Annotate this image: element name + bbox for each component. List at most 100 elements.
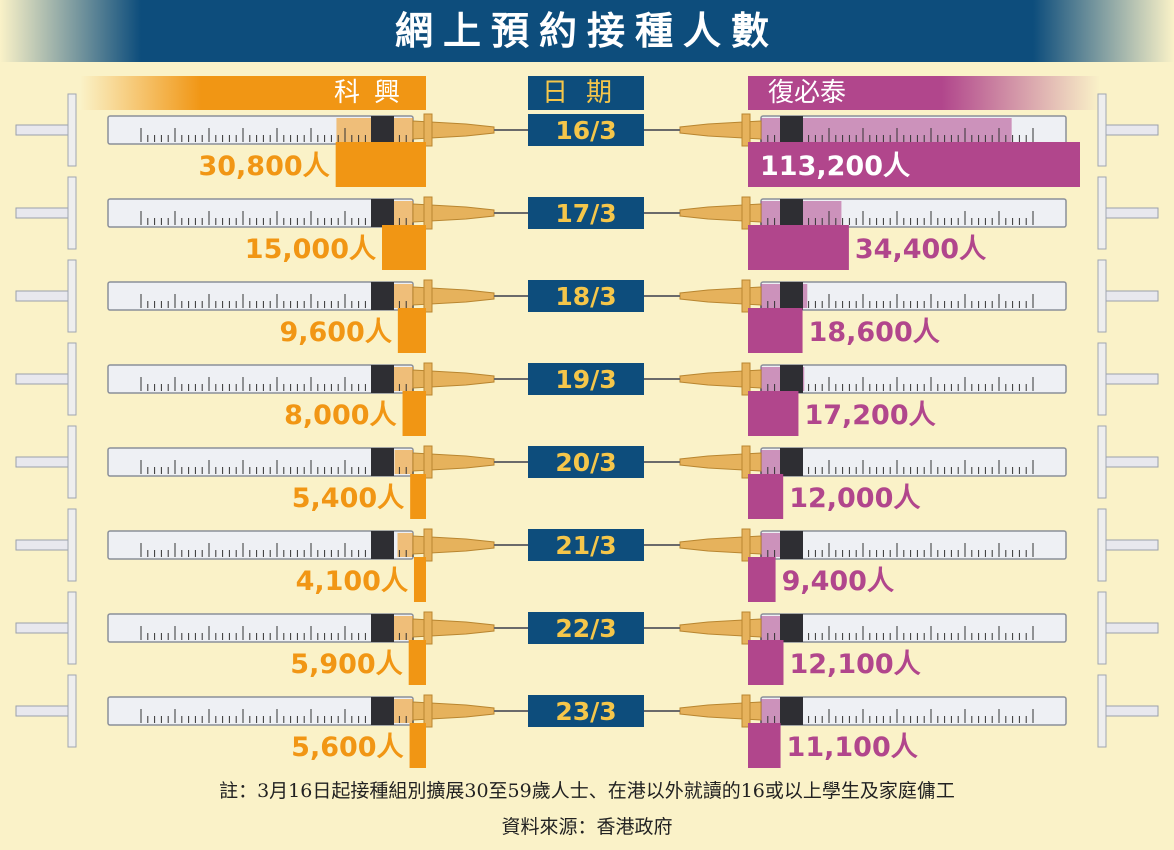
syringe-hub [412, 369, 495, 389]
syringe-flange [67, 674, 77, 748]
date-label: 21/3 [555, 531, 616, 560]
syringe-stopper [780, 199, 803, 227]
bar-biontech [748, 474, 784, 519]
syringe-plunger [15, 290, 75, 302]
date-box [528, 446, 644, 478]
syringe-hub [679, 203, 762, 223]
syringe-hub [679, 286, 762, 306]
syringe-stopper [780, 116, 803, 144]
syringe-plunger [1099, 622, 1159, 634]
syringe-stopper [780, 282, 803, 310]
syringe-flange [67, 591, 77, 665]
syringe-stopper [780, 614, 803, 642]
syringe-barrel [107, 613, 414, 643]
bar-biontech [748, 142, 1080, 187]
bar-sinovac [335, 142, 426, 187]
value-label-sinovac: 5,600人 [291, 732, 403, 763]
syringe-flange [67, 342, 77, 416]
syringe-hub [412, 535, 495, 555]
syringe-hub-wing [741, 279, 751, 313]
date-box [528, 363, 644, 395]
syringe-barrel [760, 530, 1067, 560]
syringe-plunger [1099, 207, 1159, 219]
syringe-stopper [371, 614, 394, 642]
syringe-hub [679, 452, 762, 472]
value-label-sinovac: 15,000人 [245, 234, 376, 265]
bar-sinovac [397, 308, 426, 353]
header-sinovac: 科興 [80, 76, 426, 110]
syringe-hub-wing [423, 196, 433, 230]
date-box [528, 695, 644, 727]
syringe-hub [679, 701, 762, 721]
bar-biontech [748, 225, 849, 270]
syringe-hub [412, 203, 495, 223]
chart-title: 網上預約接種人數 [394, 9, 779, 53]
syringe-barrel [107, 281, 414, 311]
syringe-hub [679, 369, 762, 389]
syringe-barrel [107, 198, 414, 228]
syringe-flange [1097, 591, 1107, 665]
syringe-hub [412, 618, 495, 638]
syringe-barrel [107, 447, 414, 477]
syringe-plunger [15, 207, 75, 219]
syringe-stopper [371, 116, 394, 144]
syringe-stopper [371, 282, 394, 310]
date-label: 23/3 [555, 697, 616, 726]
syringe-stopper [371, 365, 394, 393]
bar-biontech [748, 557, 776, 602]
value-label-biontech: 11,100人 [787, 732, 918, 763]
date-box [528, 529, 644, 561]
source-note: 資料來源：香港政府 [501, 816, 673, 838]
syringe-flange [67, 93, 77, 167]
syringe-hub-wing [741, 196, 751, 230]
syringe-liquid [397, 533, 413, 557]
syringe-stopper [780, 531, 803, 559]
syringe-flange [1097, 259, 1107, 333]
syringe-barrel [107, 364, 414, 394]
date-box [528, 612, 644, 644]
syringe-hub-wing [423, 528, 433, 562]
syringe-barrel [760, 613, 1067, 643]
syringe-plunger [1099, 539, 1159, 551]
date-label: 20/3 [555, 448, 616, 477]
syringe-hub-wing [423, 611, 433, 645]
syringe-flange [67, 508, 77, 582]
value-label-biontech: 12,100人 [789, 649, 920, 680]
syringe-hub-wing [741, 528, 751, 562]
syringe-flange [1097, 342, 1107, 416]
syringe-plunger [15, 622, 75, 634]
syringe-hub [412, 452, 495, 472]
syringe-hub [679, 535, 762, 555]
syringe-barrel [760, 364, 1067, 394]
syringe-hub-wing [741, 445, 751, 479]
syringe-hub-wing [423, 279, 433, 313]
syringe-hub-wing [741, 113, 751, 147]
syringe-hub [679, 618, 762, 638]
syringe-stopper [371, 199, 394, 227]
date-box [528, 197, 644, 229]
syringe-plunger [15, 539, 75, 551]
bar-biontech [748, 640, 784, 685]
syringe-liquid [393, 616, 413, 640]
value-label-biontech: 17,200人 [804, 400, 935, 431]
syringe-barrel [107, 696, 414, 726]
bar-biontech [748, 308, 803, 353]
value-label-biontech: 113,200人 [760, 151, 910, 182]
bar-sinovac [402, 391, 426, 436]
value-label-biontech: 34,400人 [855, 234, 986, 265]
value-label-sinovac: 5,900人 [290, 649, 402, 680]
syringe-liquid [394, 450, 413, 474]
syringe-plunger [15, 373, 75, 385]
syringe-hub [412, 286, 495, 306]
value-label-sinovac: 5,400人 [292, 483, 404, 514]
date-box [528, 280, 644, 312]
value-label-biontech: 9,400人 [782, 566, 894, 597]
syringe-hub-wing [423, 362, 433, 396]
syringe-hub-wing [423, 694, 433, 728]
syringe-hub [412, 701, 495, 721]
syringe-plunger [15, 705, 75, 717]
syringe-hub-wing [423, 113, 433, 147]
syringe-plunger [1099, 456, 1159, 468]
bar-chart: 16/3 30,800人 113,200人 17/3 15,000人 34,400人 18/… [15, 93, 1159, 768]
syringe-flange [1097, 508, 1107, 582]
